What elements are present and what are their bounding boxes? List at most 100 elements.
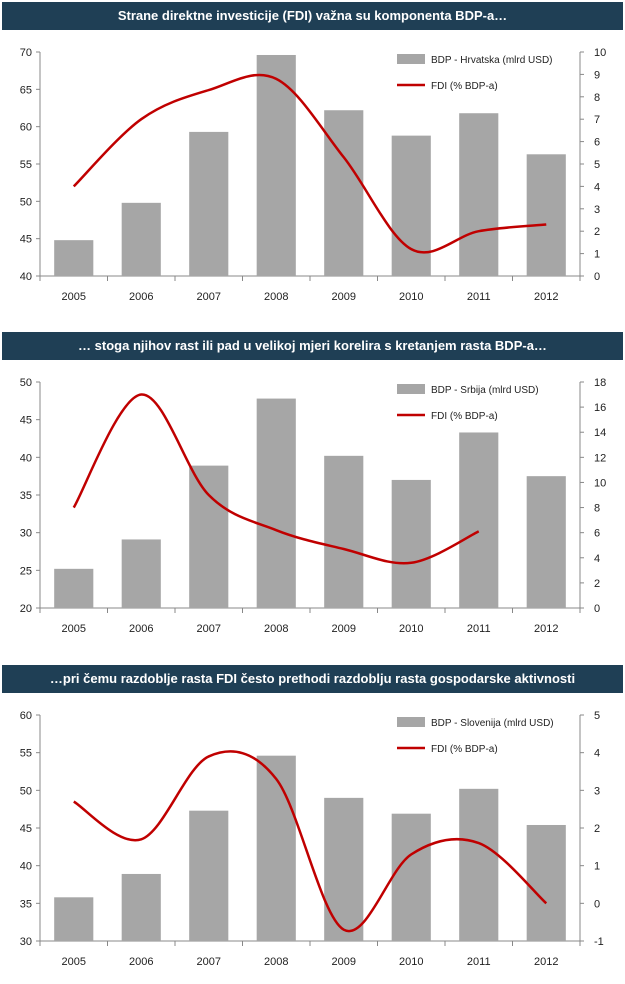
bar (256, 54, 296, 276)
bar (391, 813, 431, 941)
chart-panel-srbija: … stoga njihov rast ili pad u velikoj mj… (0, 330, 625, 660)
bar (189, 810, 229, 941)
x-tick-label: 2012 (534, 623, 558, 635)
bar (391, 479, 431, 608)
bar (256, 755, 296, 941)
chart-panel-hrvatska: Strane direktne investicije (FDI) važna … (0, 0, 625, 330)
x-tick-label: 2007 (197, 623, 221, 635)
chart-panel-slovenija: …pri čemu razdoblje rasta FDI često pret… (0, 663, 625, 984)
y2-tick-label: 8 (594, 92, 600, 104)
y2-tick-label: 4 (594, 181, 600, 193)
bar (526, 824, 566, 941)
bar (526, 476, 566, 608)
y-tick-label: 20 (20, 603, 32, 615)
y-tick-label: 55 (20, 159, 32, 171)
y2-tick-label: 5 (594, 710, 600, 722)
bar (121, 539, 161, 608)
x-tick-label: 2008 (264, 291, 288, 303)
x-tick-label: 2010 (399, 623, 423, 635)
y-tick-label: 35 (20, 898, 32, 910)
x-tick-label: 2010 (399, 291, 423, 303)
x-tick-label: 2007 (197, 956, 221, 968)
y-tick-label: 50 (20, 196, 32, 208)
legend-bar-swatch (397, 717, 425, 727)
y2-tick-label: 14 (594, 427, 606, 439)
y2-tick-label: 4 (594, 748, 600, 760)
legend-label-fdi: FDI (% BDP-a) (431, 744, 498, 755)
bar (459, 432, 499, 608)
x-tick-label: 2006 (129, 956, 153, 968)
y2-tick-label: 0 (594, 271, 600, 283)
y-tick-label: 55 (20, 748, 32, 760)
x-tick-label: 2009 (332, 291, 356, 303)
y-tick-label: 45 (20, 823, 32, 835)
x-tick-label: 2011 (467, 956, 491, 968)
y-tick-label: 40 (20, 861, 32, 873)
x-tick-label: 2011 (467, 623, 491, 635)
x-tick-label: 2009 (332, 956, 356, 968)
legend-label-bdp: BDP - Slovenija (mlrd USD) (431, 718, 554, 729)
y2-tick-label: 0 (594, 898, 600, 910)
y2-tick-label: 2 (594, 823, 600, 835)
x-tick-label: 2012 (534, 956, 558, 968)
y2-tick-label: 2 (594, 226, 600, 238)
bar (256, 398, 296, 608)
y2-tick-label: 1 (594, 861, 600, 873)
y2-tick-label: 9 (594, 69, 600, 81)
x-tick-label: 2006 (129, 291, 153, 303)
y-tick-label: 60 (20, 710, 32, 722)
y2-tick-label: 8 (594, 503, 600, 515)
x-tick-label: 2010 (399, 956, 423, 968)
y-tick-label: 30 (20, 936, 32, 948)
x-tick-label: 2005 (62, 291, 86, 303)
x-tick-label: 2006 (129, 623, 153, 635)
x-tick-label: 2009 (332, 623, 356, 635)
bar (54, 240, 94, 276)
y2-tick-label: 2 (594, 578, 600, 590)
y-tick-label: 30 (20, 528, 32, 540)
legend-label-bdp: BDP - Srbija (mlrd USD) (431, 385, 539, 396)
chart-title: … stoga njihov rast ili pad u velikoj mj… (2, 332, 623, 360)
fdi-line (72, 73, 547, 254)
y-tick-label: 45 (20, 234, 32, 246)
x-tick-label: 2005 (62, 956, 86, 968)
y-tick-label: 50 (20, 377, 32, 389)
y-tick-label: 40 (20, 452, 32, 464)
bar (121, 873, 161, 941)
chart-title: …pri čemu razdoblje rasta FDI često pret… (2, 665, 623, 693)
y2-tick-label: 6 (594, 137, 600, 149)
y-tick-label: 70 (20, 47, 32, 59)
legend-bar-swatch (397, 54, 425, 64)
y2-tick-label: 16 (594, 402, 606, 414)
bar (189, 465, 229, 608)
y2-tick-label: 7 (594, 114, 600, 126)
y2-tick-label: 4 (594, 553, 600, 565)
legend-label-bdp: BDP - Hrvatska (mlrd USD) (431, 55, 553, 66)
y2-tick-label: 10 (594, 47, 606, 59)
y-tick-label: 65 (20, 84, 32, 96)
y2-tick-label: 0 (594, 603, 600, 615)
bar (54, 897, 94, 941)
bar (54, 568, 94, 608)
y2-tick-label: 12 (594, 452, 606, 464)
y2-tick-label: 1 (594, 249, 600, 261)
y2-tick-label: 3 (594, 785, 600, 797)
x-tick-label: 2008 (264, 956, 288, 968)
bar (459, 113, 499, 276)
x-tick-label: 2008 (264, 623, 288, 635)
bar (526, 154, 566, 276)
bar (459, 788, 499, 941)
bar (121, 202, 161, 276)
y-tick-label: 35 (20, 490, 32, 502)
x-tick-label: 2012 (534, 291, 558, 303)
y2-tick-label: 6 (594, 528, 600, 540)
y-tick-label: 25 (20, 565, 32, 577)
legend-label-fdi: FDI (% BDP-a) (431, 81, 498, 92)
bar (324, 797, 364, 941)
y-tick-label: 45 (20, 415, 32, 427)
bar (391, 135, 431, 276)
bar (324, 455, 364, 608)
fdi-line (73, 750, 548, 933)
